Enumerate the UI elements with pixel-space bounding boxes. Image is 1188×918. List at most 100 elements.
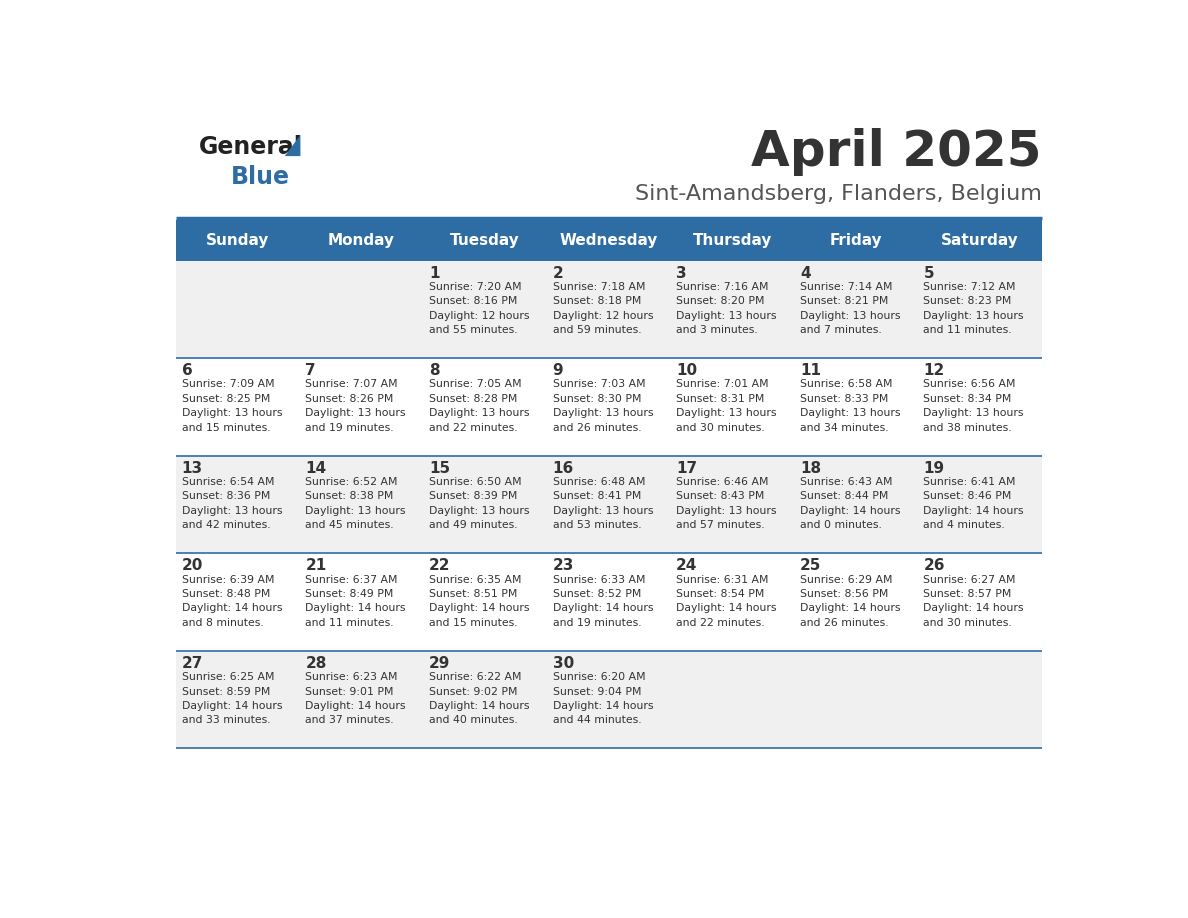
Text: Sunrise: 6:27 AM
Sunset: 8:57 PM
Daylight: 14 hours
and 30 minutes.: Sunrise: 6:27 AM Sunset: 8:57 PM Dayligh… xyxy=(923,575,1024,628)
Bar xyxy=(423,261,546,358)
Bar xyxy=(299,651,423,748)
Bar xyxy=(671,651,795,748)
Text: 20: 20 xyxy=(182,558,203,574)
Bar xyxy=(918,358,1042,456)
Text: 8: 8 xyxy=(429,364,440,378)
Text: 5: 5 xyxy=(923,265,934,281)
Text: 9: 9 xyxy=(552,364,563,378)
Bar xyxy=(546,554,671,651)
Bar xyxy=(176,456,299,554)
Text: 29: 29 xyxy=(429,655,450,671)
Text: 13: 13 xyxy=(182,461,203,476)
Bar xyxy=(795,358,918,456)
Bar xyxy=(918,261,1042,358)
Text: Thursday: Thursday xyxy=(693,233,772,248)
Text: Sunrise: 7:03 AM
Sunset: 8:30 PM
Daylight: 13 hours
and 26 minutes.: Sunrise: 7:03 AM Sunset: 8:30 PM Dayligh… xyxy=(552,379,653,432)
Text: Sunrise: 6:37 AM
Sunset: 8:49 PM
Daylight: 14 hours
and 11 minutes.: Sunrise: 6:37 AM Sunset: 8:49 PM Dayligh… xyxy=(305,575,406,628)
Text: Sunrise: 7:09 AM
Sunset: 8:25 PM
Daylight: 13 hours
and 15 minutes.: Sunrise: 7:09 AM Sunset: 8:25 PM Dayligh… xyxy=(182,379,282,432)
Text: 12: 12 xyxy=(923,364,944,378)
Bar xyxy=(299,358,423,456)
Text: 10: 10 xyxy=(676,364,697,378)
Bar xyxy=(546,456,671,554)
Bar xyxy=(795,651,918,748)
Text: 30: 30 xyxy=(552,655,574,671)
Text: Sunrise: 6:35 AM
Sunset: 8:51 PM
Daylight: 14 hours
and 15 minutes.: Sunrise: 6:35 AM Sunset: 8:51 PM Dayligh… xyxy=(429,575,530,628)
Text: General: General xyxy=(200,135,303,159)
Bar xyxy=(176,651,299,748)
Bar xyxy=(176,554,299,651)
Text: Sunrise: 6:23 AM
Sunset: 9:01 PM
Daylight: 14 hours
and 37 minutes.: Sunrise: 6:23 AM Sunset: 9:01 PM Dayligh… xyxy=(305,672,406,725)
Bar xyxy=(918,554,1042,651)
Text: Sunrise: 6:43 AM
Sunset: 8:44 PM
Daylight: 14 hours
and 0 minutes.: Sunrise: 6:43 AM Sunset: 8:44 PM Dayligh… xyxy=(800,477,901,531)
Text: April 2025: April 2025 xyxy=(751,128,1042,176)
Bar xyxy=(423,358,546,456)
Text: Blue: Blue xyxy=(232,165,290,189)
Text: Sunrise: 7:14 AM
Sunset: 8:21 PM
Daylight: 13 hours
and 7 minutes.: Sunrise: 7:14 AM Sunset: 8:21 PM Dayligh… xyxy=(800,282,901,335)
Bar xyxy=(671,358,795,456)
Bar xyxy=(795,554,918,651)
Text: 6: 6 xyxy=(182,364,192,378)
Bar xyxy=(918,456,1042,554)
Text: Sunrise: 6:22 AM
Sunset: 9:02 PM
Daylight: 14 hours
and 40 minutes.: Sunrise: 6:22 AM Sunset: 9:02 PM Dayligh… xyxy=(429,672,530,725)
Text: Sunrise: 6:50 AM
Sunset: 8:39 PM
Daylight: 13 hours
and 49 minutes.: Sunrise: 6:50 AM Sunset: 8:39 PM Dayligh… xyxy=(429,477,530,531)
Bar xyxy=(918,219,1042,261)
Bar xyxy=(671,456,795,554)
Bar xyxy=(918,651,1042,748)
Bar xyxy=(546,651,671,748)
Bar xyxy=(546,358,671,456)
Text: 16: 16 xyxy=(552,461,574,476)
Polygon shape xyxy=(285,135,301,156)
Text: 18: 18 xyxy=(800,461,821,476)
Bar xyxy=(671,554,795,651)
Bar xyxy=(546,261,671,358)
Bar xyxy=(546,219,671,261)
Text: Friday: Friday xyxy=(829,233,883,248)
Text: 4: 4 xyxy=(800,265,810,281)
Text: Sunrise: 6:20 AM
Sunset: 9:04 PM
Daylight: 14 hours
and 44 minutes.: Sunrise: 6:20 AM Sunset: 9:04 PM Dayligh… xyxy=(552,672,653,725)
Text: 22: 22 xyxy=(429,558,450,574)
Text: Sunrise: 6:33 AM
Sunset: 8:52 PM
Daylight: 14 hours
and 19 minutes.: Sunrise: 6:33 AM Sunset: 8:52 PM Dayligh… xyxy=(552,575,653,628)
Text: Sunrise: 6:52 AM
Sunset: 8:38 PM
Daylight: 13 hours
and 45 minutes.: Sunrise: 6:52 AM Sunset: 8:38 PM Dayligh… xyxy=(305,477,406,531)
Bar xyxy=(299,456,423,554)
Bar xyxy=(423,651,546,748)
Text: Sunrise: 7:07 AM
Sunset: 8:26 PM
Daylight: 13 hours
and 19 minutes.: Sunrise: 7:07 AM Sunset: 8:26 PM Dayligh… xyxy=(305,379,406,432)
Bar xyxy=(299,261,423,358)
Text: Sint-Amandsberg, Flanders, Belgium: Sint-Amandsberg, Flanders, Belgium xyxy=(634,185,1042,205)
Text: Sunrise: 6:56 AM
Sunset: 8:34 PM
Daylight: 13 hours
and 38 minutes.: Sunrise: 6:56 AM Sunset: 8:34 PM Dayligh… xyxy=(923,379,1024,432)
Text: Sunrise: 7:18 AM
Sunset: 8:18 PM
Daylight: 12 hours
and 59 minutes.: Sunrise: 7:18 AM Sunset: 8:18 PM Dayligh… xyxy=(552,282,653,335)
Bar xyxy=(299,554,423,651)
Text: Sunrise: 7:16 AM
Sunset: 8:20 PM
Daylight: 13 hours
and 3 minutes.: Sunrise: 7:16 AM Sunset: 8:20 PM Dayligh… xyxy=(676,282,777,335)
Bar xyxy=(671,261,795,358)
Text: Sunrise: 7:05 AM
Sunset: 8:28 PM
Daylight: 13 hours
and 22 minutes.: Sunrise: 7:05 AM Sunset: 8:28 PM Dayligh… xyxy=(429,379,530,432)
Text: 1: 1 xyxy=(429,265,440,281)
Text: 24: 24 xyxy=(676,558,697,574)
Text: Monday: Monday xyxy=(328,233,396,248)
Text: Sunrise: 6:41 AM
Sunset: 8:46 PM
Daylight: 14 hours
and 4 minutes.: Sunrise: 6:41 AM Sunset: 8:46 PM Dayligh… xyxy=(923,477,1024,531)
Text: Sunrise: 6:46 AM
Sunset: 8:43 PM
Daylight: 13 hours
and 57 minutes.: Sunrise: 6:46 AM Sunset: 8:43 PM Dayligh… xyxy=(676,477,777,531)
Text: Sunday: Sunday xyxy=(207,233,270,248)
Text: 7: 7 xyxy=(305,364,316,378)
Text: 14: 14 xyxy=(305,461,327,476)
Text: 17: 17 xyxy=(676,461,697,476)
Bar xyxy=(423,219,546,261)
Text: Saturday: Saturday xyxy=(941,233,1018,248)
Text: Sunrise: 6:39 AM
Sunset: 8:48 PM
Daylight: 14 hours
and 8 minutes.: Sunrise: 6:39 AM Sunset: 8:48 PM Dayligh… xyxy=(182,575,282,628)
Bar xyxy=(795,219,918,261)
Bar xyxy=(795,261,918,358)
Text: 27: 27 xyxy=(182,655,203,671)
Text: Wednesday: Wednesday xyxy=(560,233,658,248)
Text: Sunrise: 6:54 AM
Sunset: 8:36 PM
Daylight: 13 hours
and 42 minutes.: Sunrise: 6:54 AM Sunset: 8:36 PM Dayligh… xyxy=(182,477,282,531)
Bar xyxy=(795,456,918,554)
Text: Sunrise: 6:58 AM
Sunset: 8:33 PM
Daylight: 13 hours
and 34 minutes.: Sunrise: 6:58 AM Sunset: 8:33 PM Dayligh… xyxy=(800,379,901,432)
Text: 21: 21 xyxy=(305,558,327,574)
Text: 25: 25 xyxy=(800,558,821,574)
Text: Tuesday: Tuesday xyxy=(450,233,520,248)
Text: 19: 19 xyxy=(923,461,944,476)
Text: 26: 26 xyxy=(923,558,944,574)
Text: Sunrise: 6:31 AM
Sunset: 8:54 PM
Daylight: 14 hours
and 22 minutes.: Sunrise: 6:31 AM Sunset: 8:54 PM Dayligh… xyxy=(676,575,777,628)
Bar xyxy=(671,219,795,261)
Bar xyxy=(423,554,546,651)
Text: 23: 23 xyxy=(552,558,574,574)
Text: Sunrise: 6:25 AM
Sunset: 8:59 PM
Daylight: 14 hours
and 33 minutes.: Sunrise: 6:25 AM Sunset: 8:59 PM Dayligh… xyxy=(182,672,282,725)
Text: 11: 11 xyxy=(800,364,821,378)
